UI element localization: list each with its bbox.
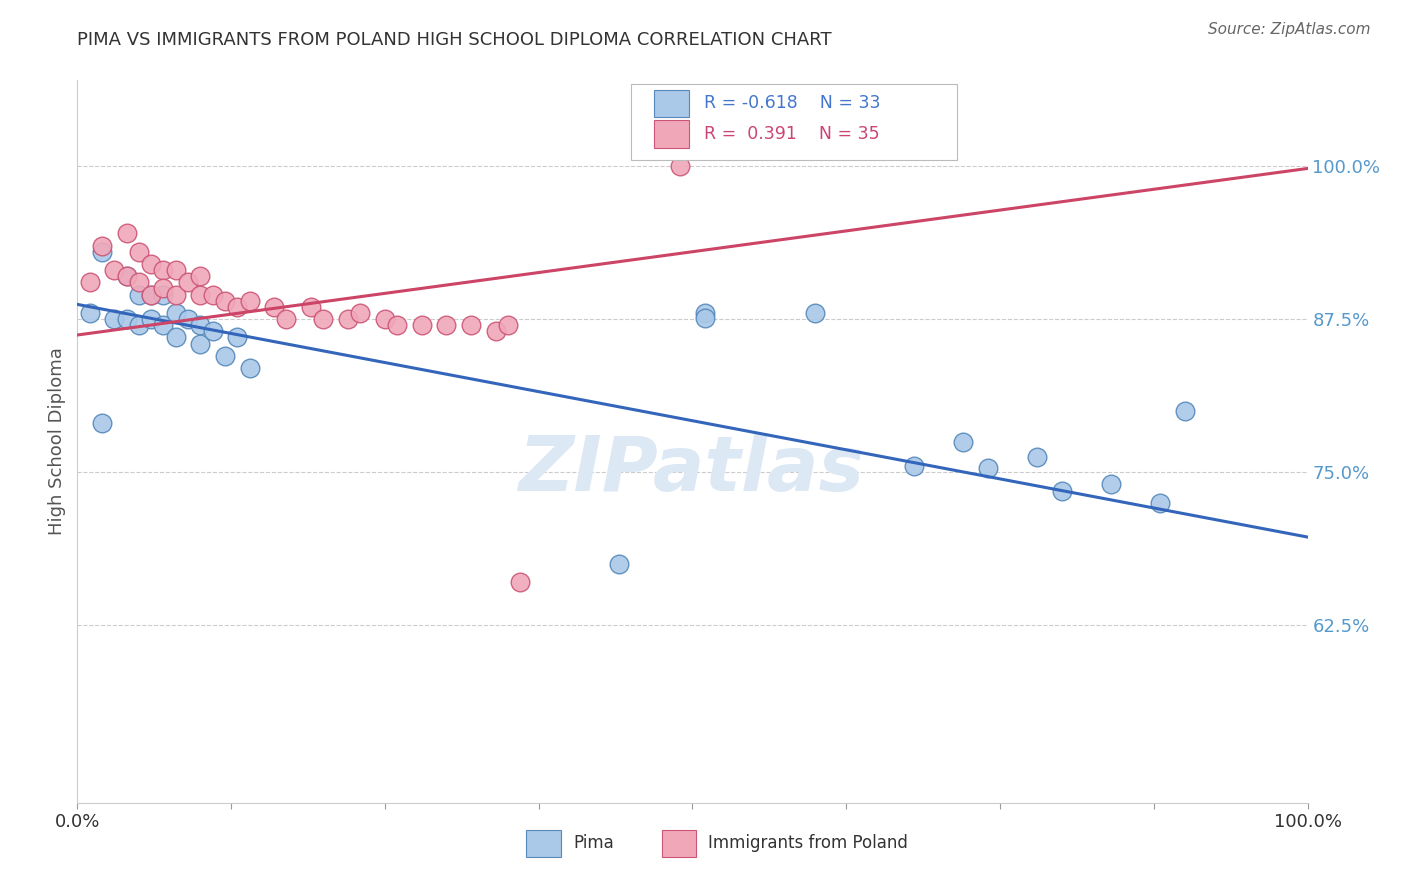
Point — [79, 306, 101, 320]
Point — [115, 269, 138, 284]
Point — [115, 269, 138, 284]
Point — [103, 312, 125, 326]
Point — [152, 263, 174, 277]
Point — [90, 416, 114, 430]
Point — [977, 461, 1000, 475]
FancyBboxPatch shape — [654, 89, 689, 117]
Point — [201, 287, 224, 301]
Text: R = -0.618    N = 33: R = -0.618 N = 33 — [703, 95, 880, 112]
Point — [128, 276, 150, 290]
Point — [141, 312, 163, 326]
Text: Immigrants from Poland: Immigrants from Poland — [709, 834, 908, 852]
Point — [374, 312, 396, 326]
Point — [115, 312, 138, 326]
Point — [1149, 496, 1171, 510]
Point — [201, 324, 224, 338]
Point — [485, 324, 508, 338]
Text: Source: ZipAtlas.com: Source: ZipAtlas.com — [1208, 22, 1371, 37]
Text: PIMA VS IMMIGRANTS FROM POLAND HIGH SCHOOL DIPLOMA CORRELATION CHART: PIMA VS IMMIGRANTS FROM POLAND HIGH SCHO… — [77, 31, 832, 49]
Point — [496, 318, 519, 333]
Point — [141, 287, 163, 301]
Point — [337, 312, 360, 326]
Point — [804, 306, 827, 320]
Point — [188, 318, 212, 333]
Point — [141, 287, 163, 301]
Point — [214, 293, 236, 308]
Point — [312, 312, 335, 326]
Text: Pima: Pima — [574, 834, 614, 852]
Point — [349, 306, 371, 320]
Text: R =  0.391    N = 35: R = 0.391 N = 35 — [703, 125, 879, 144]
Point — [128, 287, 150, 301]
Point — [188, 336, 212, 351]
Point — [903, 458, 925, 473]
Point — [152, 318, 174, 333]
FancyBboxPatch shape — [654, 120, 689, 148]
Point — [693, 306, 716, 320]
Point — [90, 244, 114, 259]
Point — [165, 287, 187, 301]
Point — [188, 269, 212, 284]
Point — [90, 238, 114, 252]
Point — [141, 257, 163, 271]
Point — [79, 276, 101, 290]
Point — [103, 263, 125, 277]
Y-axis label: High School Diploma: High School Diploma — [48, 348, 66, 535]
Point — [165, 263, 187, 277]
Point — [115, 227, 138, 241]
FancyBboxPatch shape — [526, 830, 561, 857]
Point — [436, 318, 458, 333]
Point — [1050, 483, 1073, 498]
Point — [693, 310, 716, 325]
Point — [177, 312, 200, 326]
Point — [1174, 404, 1197, 418]
Point — [239, 361, 262, 376]
Point — [411, 318, 433, 333]
Point — [1099, 477, 1122, 491]
Point — [165, 306, 187, 320]
FancyBboxPatch shape — [631, 84, 957, 160]
Point — [128, 318, 150, 333]
Text: ZIPatlas: ZIPatlas — [519, 434, 866, 508]
Point — [669, 159, 692, 173]
Point — [509, 575, 531, 590]
Point — [952, 434, 974, 449]
Point — [226, 300, 249, 314]
Point — [239, 293, 262, 308]
Point — [276, 312, 298, 326]
Point — [152, 287, 174, 301]
Point — [299, 300, 322, 314]
Point — [188, 287, 212, 301]
Point — [226, 330, 249, 344]
Point — [460, 318, 482, 333]
Point — [165, 330, 187, 344]
Point — [152, 281, 174, 295]
Point — [128, 244, 150, 259]
Point — [214, 349, 236, 363]
Point — [263, 300, 285, 314]
Point — [607, 557, 630, 571]
FancyBboxPatch shape — [662, 830, 696, 857]
Point — [385, 318, 409, 333]
Point — [1026, 450, 1049, 465]
Point — [177, 276, 200, 290]
